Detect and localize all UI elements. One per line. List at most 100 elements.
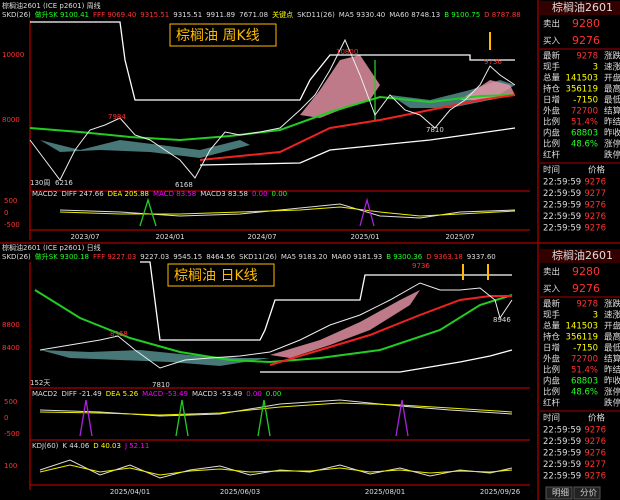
quote-label: 最新: [543, 299, 561, 310]
quote-label: 速涨: [604, 310, 620, 321]
quote-label: 涨停: [604, 139, 620, 150]
quote-value: 356119: [566, 333, 598, 343]
macd-line: [59, 206, 516, 217]
trade-time: 22:59:59: [543, 224, 581, 234]
quote-label: 跌停: [604, 398, 620, 409]
trade-time: 22:59:59: [543, 212, 581, 222]
quote-label: 速涨: [604, 62, 620, 73]
x-tick-label: 2025/07: [445, 233, 474, 241]
indicator-text: 7671.08: [239, 11, 268, 19]
chart-header: 棕榈油2601 (ICE p2601) 日线: [2, 243, 101, 252]
trade-price: 9276: [584, 437, 606, 447]
quote-label: 比例: [543, 387, 560, 398]
quote-label: 内盘: [543, 128, 561, 139]
indicator-text: 0.00: [246, 390, 262, 398]
indicator-text: 做升SK 9100.41: [35, 10, 89, 19]
indicator-text: 9545.15: [173, 253, 202, 261]
x-tick-label: 2025/01: [350, 233, 379, 241]
quote-label: 比例: [543, 139, 560, 150]
quote-label: 最低: [604, 343, 620, 354]
band: [40, 140, 250, 158]
y-tick-label: -500: [4, 430, 20, 438]
indicator-text: B 9100.75: [444, 11, 480, 19]
trade-price: 9276: [584, 224, 606, 234]
tab-price-label: 分价: [580, 489, 598, 499]
spike: [395, 399, 409, 437]
quote-label: 内盘: [543, 376, 561, 387]
quote-label: 卖出: [543, 267, 560, 278]
band: [40, 350, 270, 366]
indicator-text: MA60 9181.93: [331, 253, 382, 261]
indicator-text: MA60 8748.13: [389, 11, 440, 19]
trade-time: 22:59:59: [543, 189, 581, 199]
band: [270, 290, 420, 358]
price-line: [39, 282, 513, 369]
quote-value: 3: [593, 311, 598, 321]
ma-line: [34, 289, 513, 364]
quote-label: 外盘: [543, 106, 561, 117]
envelope: [30, 21, 515, 101]
indicator-text: 0.00: [266, 390, 282, 398]
trade-price: 9276: [584, 178, 606, 188]
envelope: [260, 349, 513, 373]
envelope: [140, 261, 512, 341]
trade-price: 9276: [584, 426, 606, 436]
tab-price[interactable]: [573, 486, 601, 500]
trade-price: 9276: [584, 449, 606, 459]
indicator-text: DIFF 247.66: [61, 190, 104, 198]
indicator-text: DEA 205.88: [108, 190, 149, 198]
y-tick-label: -500: [4, 221, 20, 229]
trade-time: 22:59:59: [543, 449, 581, 459]
indicator-text: D 40.03: [93, 442, 121, 450]
quote-value: 51.4%: [571, 118, 598, 128]
indicator-text: SKD11(26): [239, 253, 277, 261]
quote-value: 9278: [576, 52, 598, 62]
quote-label: 跌停: [604, 150, 620, 161]
indicator-text: DIFF -21.49: [61, 390, 101, 398]
indicator-text: SKD(26): [2, 253, 31, 261]
quote-label: 最低: [604, 95, 620, 106]
quote-label: 结算: [604, 106, 620, 117]
quote-label: 开盘: [604, 73, 620, 84]
annotation: 7810: [426, 126, 444, 134]
chart-header: 棕榈油2601 (ICE p2601) 周线: [2, 1, 101, 10]
x-tick-label: 2025/04/01: [110, 488, 150, 496]
quote-label: 红杆: [543, 398, 561, 409]
tab-detail[interactable]: [545, 486, 573, 500]
quote-value: 72700: [571, 355, 598, 365]
table-header: 时间: [543, 413, 560, 424]
annotation: 7810: [152, 381, 170, 389]
annotation: 6168: [175, 181, 193, 189]
trade-price: 9276: [584, 472, 606, 482]
indicator-text: MACD -53.49: [142, 390, 188, 398]
indicator-text: MACD3 83.58: [200, 190, 248, 198]
x-tick-label: 2024/07: [247, 233, 276, 241]
spike: [139, 197, 157, 227]
quote-label: 昨结: [604, 365, 620, 376]
table-header: 时间: [543, 165, 560, 176]
indicator-text: MACD2: [32, 390, 57, 398]
indicator-text: 0.00: [252, 190, 268, 198]
indicator-text: 8464.56: [206, 253, 235, 261]
indicator-text: 关键点: [272, 10, 293, 19]
quote-label: 最高: [604, 84, 620, 95]
indicator-text: 9337.60: [467, 253, 496, 261]
y-tick-label: 8800: [2, 321, 20, 329]
indicator-text: B 9300.36: [386, 253, 423, 261]
y-tick-label: 500: [4, 398, 17, 406]
quote-value: 9278: [576, 300, 598, 310]
indicator-text: 9227.03: [140, 253, 169, 261]
trade-time: 22:59:59: [543, 201, 581, 211]
annotation: 10800: [336, 48, 358, 56]
trade-time: 22:59:59: [543, 472, 581, 482]
indicator-text: SKD11(26): [297, 11, 335, 19]
indicator-text: MA5 9330.40: [339, 11, 385, 19]
x-tick-label: 2023/07: [70, 233, 99, 241]
trade-price: 9276: [584, 212, 606, 222]
indicator-text: 9315.51: [140, 11, 169, 19]
y-tick-label: 0: [4, 209, 8, 217]
title-box: [169, 23, 277, 47]
quote-value: 9276: [572, 34, 600, 47]
